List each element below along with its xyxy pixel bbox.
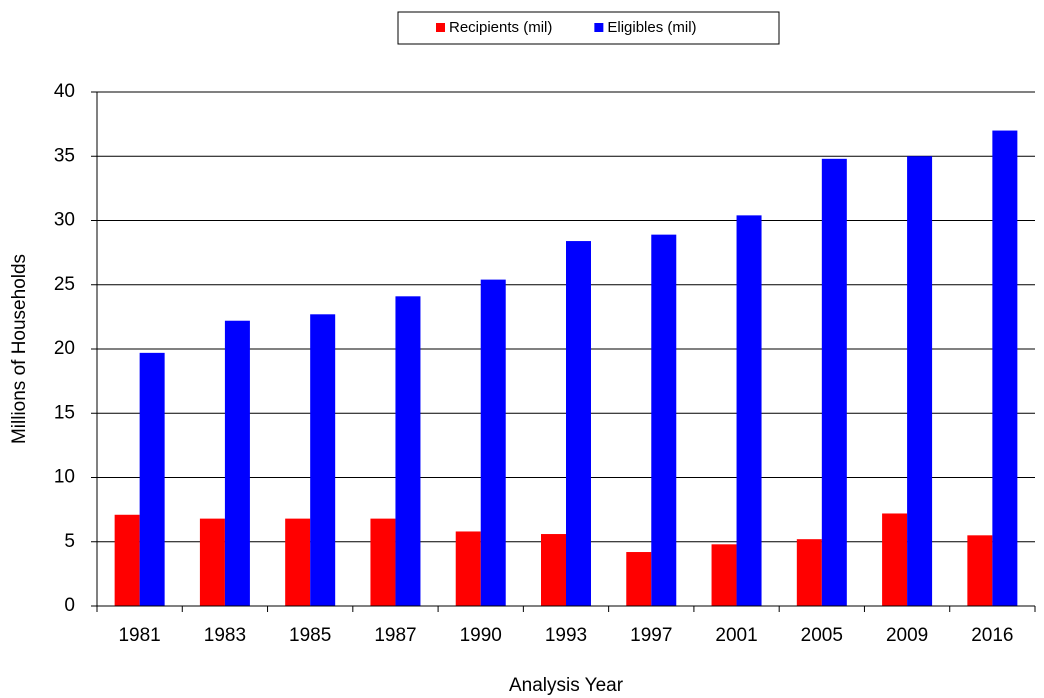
x-tick-label: 2016 xyxy=(971,625,1013,646)
bar xyxy=(992,130,1018,607)
bar xyxy=(626,552,652,606)
y-tick-label: 25 xyxy=(54,274,75,295)
bar xyxy=(907,156,933,606)
bar xyxy=(821,158,847,606)
bar xyxy=(114,514,140,606)
bar xyxy=(736,215,762,607)
bar xyxy=(541,534,566,606)
bar xyxy=(370,518,396,606)
x-tick-label: 1997 xyxy=(630,625,672,646)
bar xyxy=(199,518,225,606)
x-tick-label: 2009 xyxy=(886,625,928,646)
x-tick-label: 2005 xyxy=(801,625,843,646)
x-tick-label: 1993 xyxy=(545,625,587,646)
bar xyxy=(480,279,506,606)
bar xyxy=(139,352,165,606)
y-axis-title: Millions of Households xyxy=(9,254,30,444)
y-tick-label: 30 xyxy=(54,210,75,231)
bar xyxy=(285,518,311,606)
x-tick-label: 1990 xyxy=(460,625,502,646)
x-axis-title: Analysis Year xyxy=(509,675,624,696)
bar xyxy=(796,539,822,606)
legend-label: Eligibles (mil) xyxy=(607,19,696,36)
bar xyxy=(224,320,250,606)
y-tick-label: 5 xyxy=(64,531,75,552)
y-tick-label: 40 xyxy=(54,81,75,102)
bar xyxy=(566,241,591,606)
bar xyxy=(967,535,993,606)
legend: Recipients (mil) Eligibles (mil) xyxy=(436,19,697,36)
bar xyxy=(711,544,737,606)
legend-swatch xyxy=(436,23,445,32)
x-tick-label: 1983 xyxy=(204,625,246,646)
x-tick-label: 1985 xyxy=(289,625,331,646)
bar xyxy=(395,296,421,606)
y-tick-label: 20 xyxy=(54,338,75,359)
legend-swatch xyxy=(594,23,604,32)
x-tick-label: 1981 xyxy=(118,625,160,646)
y-tick-label: 10 xyxy=(54,467,75,488)
x-tick-label: 1987 xyxy=(374,625,416,646)
legend-label: Recipients (mil) xyxy=(449,19,552,36)
y-tick-label: 0 xyxy=(64,595,75,616)
y-tick-label: 15 xyxy=(54,402,75,423)
bar xyxy=(651,234,677,606)
bar xyxy=(882,513,908,606)
legend-box xyxy=(397,11,780,45)
x-tick-label: 2001 xyxy=(715,625,757,646)
y-tick-label: 35 xyxy=(54,145,75,166)
bar xyxy=(310,314,336,606)
bar xyxy=(455,531,481,606)
